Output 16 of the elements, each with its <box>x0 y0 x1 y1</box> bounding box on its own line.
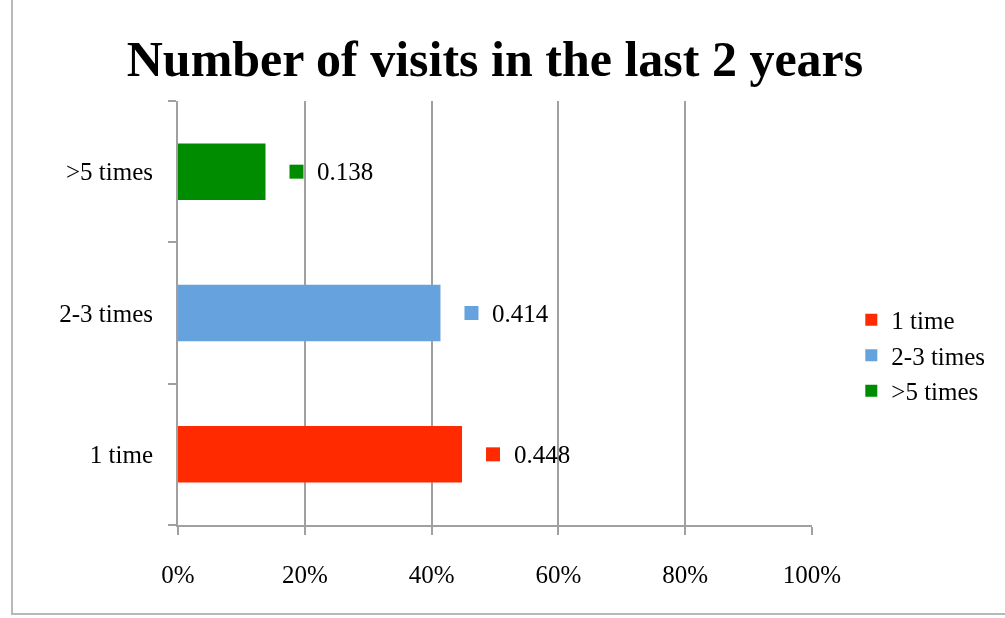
x-tick-label: 80% <box>662 561 709 588</box>
data-label: 0.448 <box>514 441 571 468</box>
x-tick-label: 0% <box>161 561 195 588</box>
legend-label: 1 time <box>891 307 955 335</box>
y-tick-label: 2-3 times <box>59 299 153 327</box>
y-tick-label: >5 times <box>65 158 153 186</box>
legend-label: >5 times <box>891 378 979 406</box>
x-tick-label: 20% <box>281 561 328 588</box>
x-tick-label: 60% <box>535 561 582 588</box>
legend-label: 2-3 times <box>891 342 986 370</box>
x-tick-label: 40% <box>408 561 455 588</box>
x-tick-label: 100% <box>782 561 842 588</box>
chart-title: Number of visits in the last 2 years <box>126 31 864 88</box>
data-label: 0.414 <box>492 300 549 327</box>
data-label: 0.138 <box>317 158 374 185</box>
y-tick-label: 1 time <box>89 441 153 469</box>
